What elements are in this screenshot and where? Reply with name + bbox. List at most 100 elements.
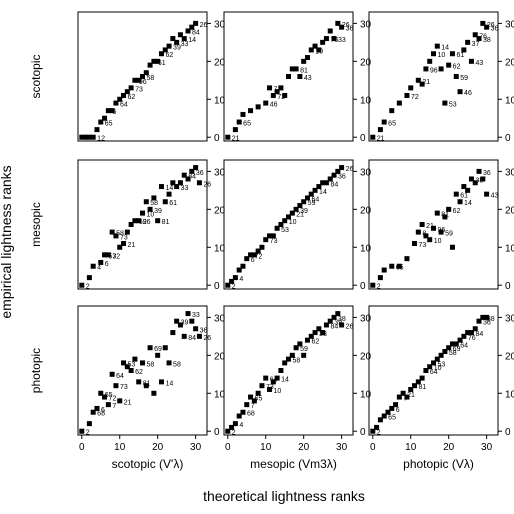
data-point (263, 237, 269, 243)
point-label: 73 (120, 384, 128, 391)
point-label: 64 (116, 373, 124, 380)
data-point (136, 77, 142, 83)
data-point (381, 413, 387, 419)
point-label: 12 (97, 136, 105, 143)
point-label: 10 (289, 219, 297, 226)
data-point (415, 229, 421, 235)
data-point (304, 337, 310, 343)
point-label: 62 (135, 369, 143, 376)
point-label: 96 (430, 67, 438, 74)
data-point (267, 233, 273, 239)
point-label: 73 (135, 86, 143, 93)
y-tick-label: 20 (360, 351, 372, 362)
point-label: 59 (300, 346, 308, 353)
data-point (327, 318, 333, 324)
data-point (438, 66, 444, 72)
data-point (297, 74, 303, 79)
point-label: 38 (338, 316, 346, 323)
data-point (79, 282, 85, 288)
point-label: 81 (419, 384, 427, 391)
data-point (404, 256, 410, 262)
data-point (121, 240, 127, 246)
data-point (449, 244, 455, 250)
y-tick-label: 10 (360, 243, 372, 254)
point-label: 36 (338, 174, 346, 181)
point-label: 65 (105, 121, 113, 128)
point-label: 59 (308, 200, 316, 207)
data-point (121, 360, 127, 366)
point-label: 43 (304, 75, 312, 82)
data-point (166, 43, 172, 49)
point-label: 46 (464, 90, 472, 97)
data-point (312, 330, 318, 336)
data-point (124, 89, 130, 95)
data-point (476, 168, 482, 174)
point-label: 14 (281, 377, 289, 384)
y-tick-label: 30 (505, 313, 514, 324)
point-label: 26 (342, 22, 350, 29)
panel-scotopic-2: 010203021654677281431076332636 (223, 11, 372, 144)
data-point (461, 47, 467, 53)
point-label: 14 (165, 185, 173, 192)
data-point (151, 390, 157, 396)
data-point (308, 191, 314, 197)
panel-photopic-1: 0102030010203026866572764732153628158691… (77, 305, 226, 453)
point-label: 72 (255, 253, 263, 260)
data-point (286, 214, 291, 220)
y-tick-label: 30 (214, 167, 226, 178)
data-point (312, 187, 318, 193)
point-label: 53 (449, 102, 457, 109)
data-point (389, 405, 395, 411)
point-label: 2 (377, 284, 381, 291)
data-point (155, 58, 161, 64)
data-point (419, 81, 425, 87)
x-tick-label: 20 (443, 442, 455, 453)
data-point (293, 345, 299, 351)
y-tick-label: 20 (360, 205, 372, 216)
point-label: 62 (128, 94, 136, 101)
point-label: 76 (468, 335, 476, 342)
data-point (274, 89, 280, 95)
y-tick-label: 10 (214, 389, 226, 400)
data-point (102, 252, 108, 258)
data-point (193, 20, 199, 26)
panel-frame (77, 305, 208, 436)
data-point (377, 275, 383, 281)
data-point (90, 409, 96, 415)
row-label-scotopic: scotopic (29, 54, 43, 98)
point-label: 2 (232, 284, 236, 291)
data-point (472, 326, 478, 332)
point-label: 73 (120, 234, 128, 241)
y-tick-label: 30 (360, 313, 372, 324)
y-tick-label: 10 (360, 389, 372, 400)
data-point (147, 62, 153, 68)
data-point (259, 383, 265, 389)
data-point (274, 375, 280, 381)
point-label: 46 (270, 102, 278, 109)
data-point (132, 356, 138, 362)
point-label: 53 (438, 361, 446, 368)
data-point (86, 421, 92, 427)
data-point (113, 383, 119, 389)
point-label: 59 (445, 231, 453, 238)
data-point (86, 134, 92, 140)
point-label: 62 (453, 208, 461, 215)
point-label: 69 (453, 346, 461, 353)
point-label: 33 (181, 41, 189, 48)
data-point (255, 104, 261, 110)
point-label: 6 (396, 407, 400, 414)
data-point (339, 322, 345, 328)
data-point (151, 195, 157, 201)
data-point (140, 74, 145, 79)
point-label: 58 (173, 361, 181, 368)
point-label: 4 (97, 265, 101, 272)
point-label: 33 (192, 312, 200, 319)
data-point (229, 278, 235, 284)
point-label: 36 (196, 170, 204, 177)
data-point (484, 191, 490, 197)
data-point (484, 314, 490, 320)
y-tick-label: 0 (360, 281, 366, 292)
x-tick-label: 10 (114, 442, 126, 453)
panel-frame (368, 11, 499, 142)
